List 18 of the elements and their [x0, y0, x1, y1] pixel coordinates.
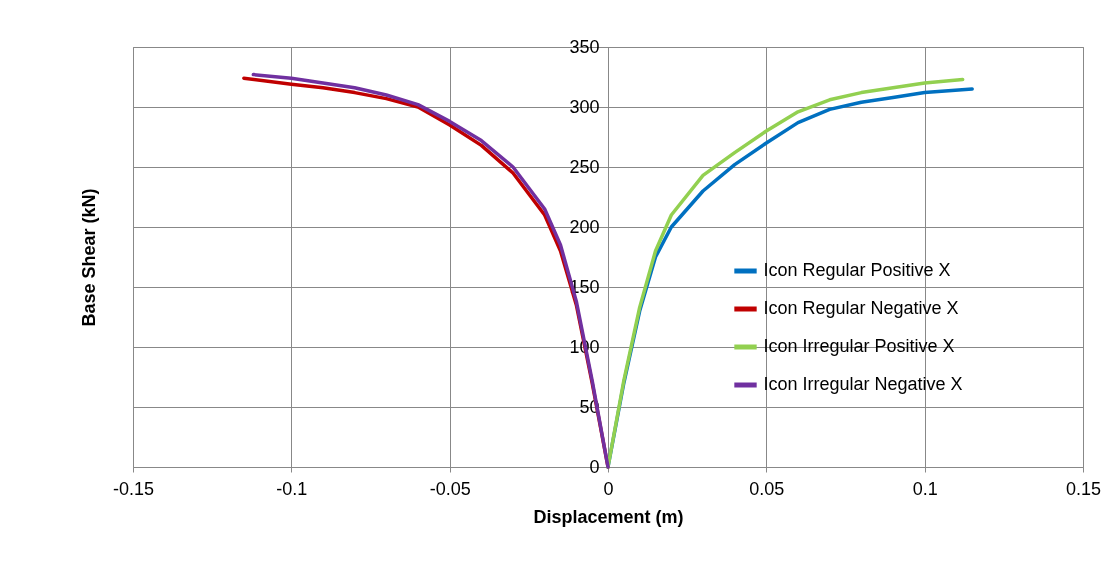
legend-label: Icon Regular Negative X — [763, 298, 959, 318]
y-tick-label: 250 — [569, 156, 600, 177]
x-tick-label: 0 — [603, 478, 614, 499]
y-tick-label: 0 — [589, 456, 600, 477]
y-tick-label: 300 — [569, 96, 600, 117]
legend-label: Icon Irregular Negative X — [763, 374, 963, 394]
x-tick-label: 0.15 — [1065, 478, 1102, 499]
legend-label: Icon Irregular Positive X — [763, 336, 955, 356]
y-tick-label: 200 — [569, 216, 600, 237]
y-axis-title: Base Shear (kN) — [78, 188, 99, 327]
x-axis-title: Displacement (m) — [533, 506, 684, 527]
legend-label: Icon Regular Positive X — [763, 260, 951, 280]
x-tick-label: -0.05 — [429, 478, 471, 499]
x-tick-label: 0.1 — [912, 478, 938, 499]
x-tick-label: -0.15 — [112, 478, 155, 499]
y-tick-label: 350 — [569, 36, 600, 57]
x-tick-label: 0.05 — [749, 478, 785, 499]
x-tick-label: -0.1 — [276, 478, 308, 499]
